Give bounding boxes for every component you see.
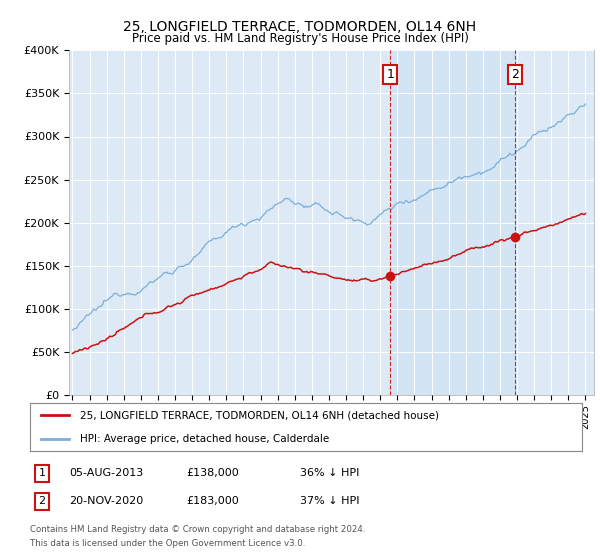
Text: 1: 1 xyxy=(386,68,394,81)
Text: 36% ↓ HPI: 36% ↓ HPI xyxy=(300,468,359,478)
Text: £183,000: £183,000 xyxy=(186,496,239,506)
Text: £138,000: £138,000 xyxy=(186,468,239,478)
Text: 25, LONGFIELD TERRACE, TODMORDEN, OL14 6NH (detached house): 25, LONGFIELD TERRACE, TODMORDEN, OL14 6… xyxy=(80,410,439,420)
Text: HPI: Average price, detached house, Calderdale: HPI: Average price, detached house, Cald… xyxy=(80,434,329,444)
Text: 37% ↓ HPI: 37% ↓ HPI xyxy=(300,496,359,506)
Text: 05-AUG-2013: 05-AUG-2013 xyxy=(69,468,143,478)
Text: 25, LONGFIELD TERRACE, TODMORDEN, OL14 6NH: 25, LONGFIELD TERRACE, TODMORDEN, OL14 6… xyxy=(124,20,476,34)
Text: 2: 2 xyxy=(38,496,46,506)
Text: 1: 1 xyxy=(38,468,46,478)
Text: This data is licensed under the Open Government Licence v3.0.: This data is licensed under the Open Gov… xyxy=(30,539,305,548)
Text: Price paid vs. HM Land Registry's House Price Index (HPI): Price paid vs. HM Land Registry's House … xyxy=(131,32,469,45)
Text: 2: 2 xyxy=(511,68,519,81)
Text: Contains HM Land Registry data © Crown copyright and database right 2024.: Contains HM Land Registry data © Crown c… xyxy=(30,525,365,534)
Bar xyxy=(390,50,515,395)
Text: 20-NOV-2020: 20-NOV-2020 xyxy=(69,496,143,506)
